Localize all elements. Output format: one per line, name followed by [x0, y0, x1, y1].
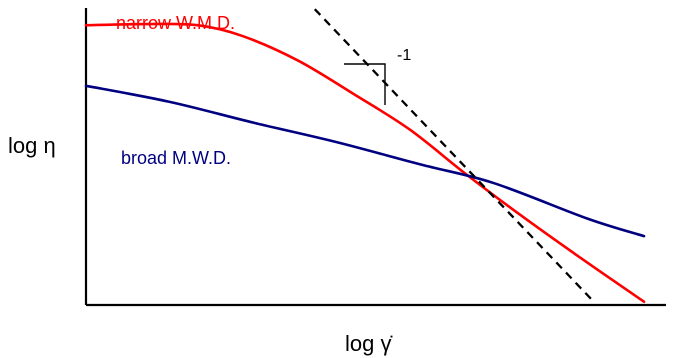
- axes: [84, 8, 666, 307]
- slope-triangle: [344, 63, 386, 105]
- series-line-narrow: [84, 22, 646, 304]
- slope-label: -1: [397, 47, 411, 64]
- series-label-narrow: narrow W.M.D.: [116, 13, 235, 33]
- series-label-broad: broad M.W.D.: [121, 148, 231, 168]
- series-layer: [84, 22, 646, 304]
- reference-layer: [313, 8, 595, 303]
- y-axis-label: log η: [8, 133, 56, 158]
- x-axis-label: log γ̇: [345, 331, 392, 356]
- series-line-broad: [84, 84, 646, 238]
- reference-line-dashed: [313, 8, 595, 303]
